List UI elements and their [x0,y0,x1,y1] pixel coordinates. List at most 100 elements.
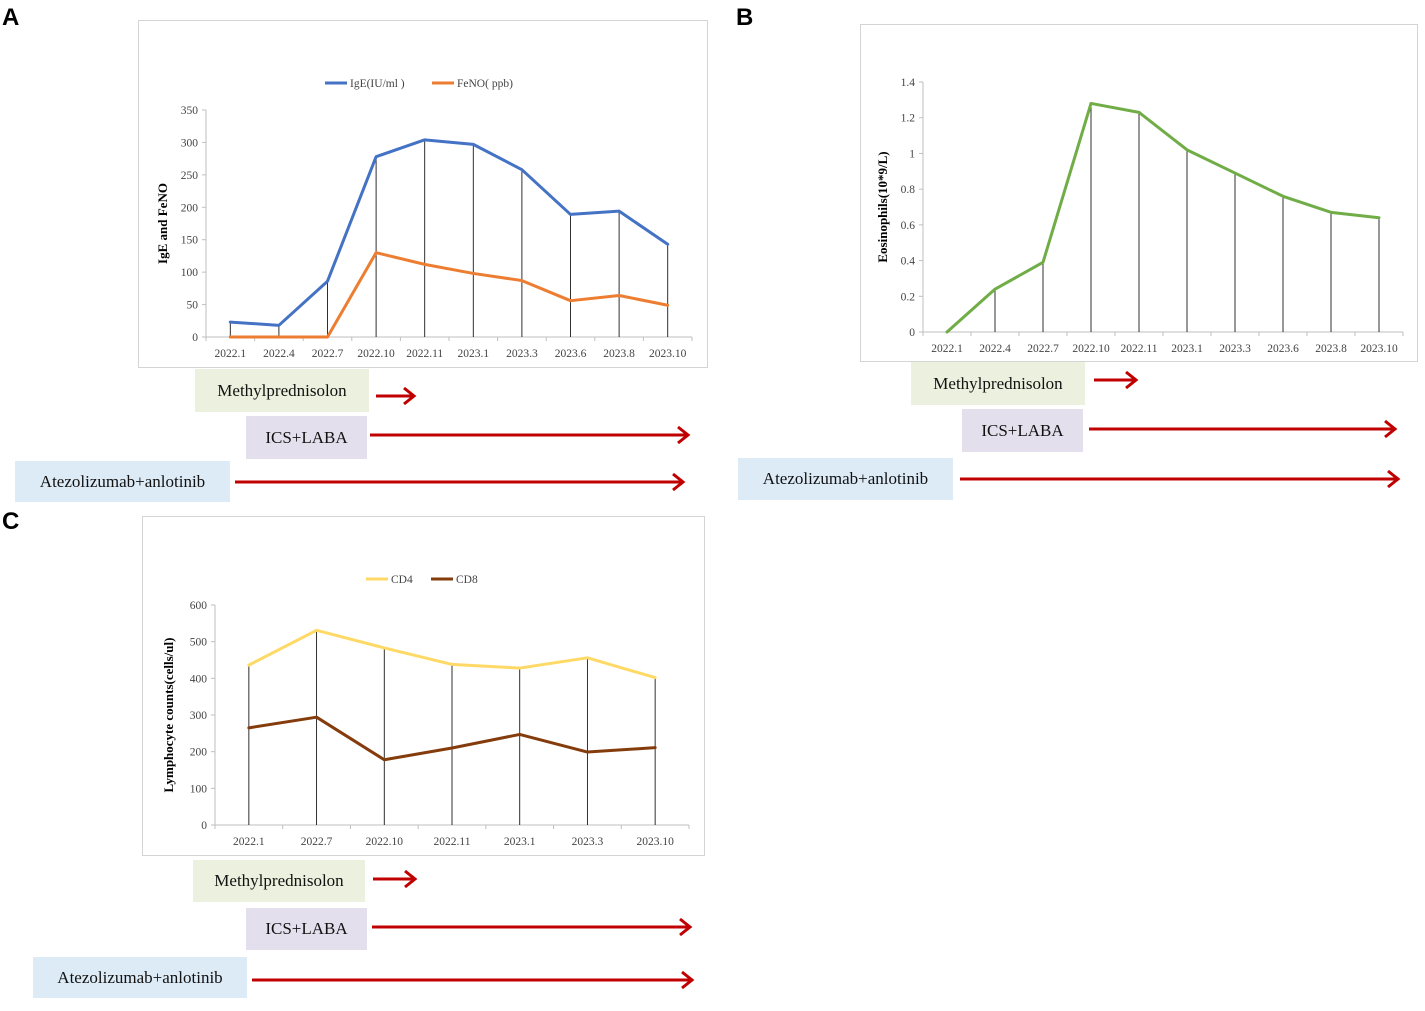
y-tick-label: 100 [181,267,199,279]
panel-a-methylprednisolon-arrow [376,386,417,406]
x-tick-label: 2023.10 [649,348,687,360]
data-point [383,758,386,761]
x-tick-label: 2022.10 [1072,343,1110,355]
data-point [993,287,997,291]
x-tick-label: 2023.10 [636,836,674,848]
y-tick-label: 200 [181,202,199,214]
y-tick-label: 400 [190,673,208,685]
data-point [518,733,521,736]
data-point [518,666,521,670]
panel-b-methylprednisolon-arrow [1094,370,1139,390]
data-point [586,750,589,754]
x-tick-label: 2022.4 [979,343,1011,355]
x-tick-label: 2022.4 [263,348,295,360]
data-point [326,280,329,283]
data-point [653,746,657,749]
series-line-ige-iu-ml [228,138,670,327]
legend-label: IgE(IU/ml ) [350,78,405,90]
data-point [617,209,621,213]
data-point [374,155,378,158]
data-point [247,663,251,667]
x-tick-label: 2022.11 [406,348,443,360]
y-axis-title: IgE and FeNO [155,183,170,264]
data-point [277,324,281,327]
y-tick-label: 150 [181,235,199,247]
panel-b-ics-laba-label: ICS+LABA [962,409,1083,452]
data-point [383,646,386,650]
data-point [520,279,524,282]
y-axis-title: Eosinophils(10*9/L) [875,151,890,262]
data-point [423,138,426,142]
y-tick-label: 0.4 [901,256,916,268]
y-tick-label: 1 [909,148,915,160]
data-point [1233,171,1237,175]
y-tick-label: 500 [190,637,208,649]
panel-b-ics-laba-arrow [1089,419,1398,439]
data-point [423,263,426,266]
data-point [569,213,572,216]
chart-a: 0 50 100 150 200 250 300 350 2022.1 2022.4 2022.7 2… [155,78,693,360]
x-tick-label: 2022.10 [357,348,395,360]
x-tick-label: 2023.3 [572,836,604,848]
data-point [569,299,572,302]
data-point [653,676,657,679]
panel-a-atezolizumab-arrow [235,472,686,492]
x-tick-label: 2023.8 [1315,343,1347,355]
legend-label: CD4 [391,574,413,586]
chart-b-frame: 0 0.2 0.4 0.6 0.8 1 1.2 1.4 2022.1 2022.4 2022.7 20… [860,24,1418,362]
y-tick-label: 0.6 [901,220,916,232]
chart-c-frame: 0 100 200 300 400 500 600 2022.1 2022.7 2022.10 20… [142,516,705,856]
data-point [586,656,589,659]
data-point [315,629,318,632]
data-point [315,716,318,719]
x-tick-label: 2022.7 [301,836,333,848]
chart-c: 0 100 200 300 400 500 600 2022.1 2022.7 2022.10 20… [161,574,690,848]
x-tick-label: 2022.1 [931,343,963,355]
series-line-eosinophils [945,101,1381,334]
data-point [1281,195,1285,198]
x-tick-label: 2023.1 [504,836,536,848]
data-point [472,143,475,146]
y-tick-label: 1.4 [901,77,916,89]
data-point [472,272,475,275]
data-point [617,294,621,297]
x-tick-label: 2023.3 [506,348,538,360]
panel-b-letter: B [736,4,754,31]
x-tick-label: 2023.1 [457,348,489,360]
chart-b: 0 0.2 0.4 0.6 0.8 1 1.2 1.4 2022.1 2022.4 2022.7 20… [875,77,1404,355]
data-point [229,335,232,339]
series-line-feno-ppb [228,251,670,339]
chart-a-frame: 0 50 100 150 200 250 300 350 2022.1 2022.4 2022.7 2… [138,20,708,368]
panel-c-ics-laba-arrow [372,917,693,937]
data-point [520,168,524,171]
y-tick-label: 600 [190,600,208,612]
y-tick-label: 300 [190,710,208,722]
x-tick-label: 2022.10 [366,836,404,848]
data-point [247,726,251,730]
panel-c-atezolizumab-arrow [252,970,695,990]
panel-c-methylprednisolon-arrow [373,869,418,889]
y-tick-label: 0 [192,332,198,344]
x-tick-label: 2022.11 [434,836,471,848]
legend-label: CD8 [456,574,478,586]
data-point [1329,211,1333,214]
x-tick-label: 2022.7 [312,348,344,360]
panel-c-atezolizumab-label: Atezolizumab+anlotinib [33,957,247,998]
panel-b-methylprednisolon-label: Methylprednisolon [911,362,1085,405]
y-tick-label: 100 [190,783,208,795]
data-point [1377,216,1381,219]
data-point [945,330,949,334]
panel-c-ics-laba-label: ICS+LABA [246,908,367,950]
panel-a-atezolizumab-label: Atezolizumab+anlotinib [15,461,230,502]
y-tick-label: 250 [181,170,199,182]
y-tick-label: 0.8 [901,184,916,196]
data-point [277,335,281,339]
y-tick-label: 0 [909,327,915,339]
y-tick-label: 300 [181,137,199,149]
panel-c-methylprednisolon-label: Methylprednisolon [193,860,365,902]
data-point [1137,111,1141,114]
panel-b-atezolizumab-arrow [960,469,1401,489]
data-point [374,251,378,254]
panel-c-letter: C [2,508,20,535]
panel-a-methylprednisolon-label: Methylprednisolon [195,369,369,412]
